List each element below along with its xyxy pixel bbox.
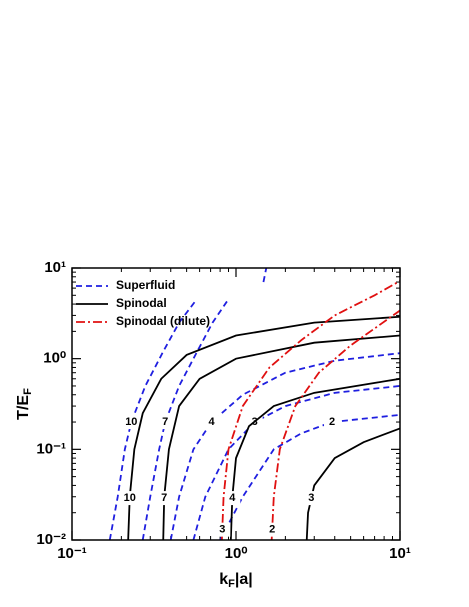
curve-label: 4 xyxy=(209,416,216,428)
curve-label-bg xyxy=(123,415,140,430)
curve xyxy=(141,299,229,540)
y-axis-label-part: F xyxy=(22,388,34,395)
legend-label: Superfluid xyxy=(116,278,175,292)
curve-label-bg xyxy=(121,491,138,506)
curve-label-bg xyxy=(203,415,220,430)
curve xyxy=(305,427,400,540)
x-tick-label: 10⁰ xyxy=(225,545,248,562)
legend-label: Spinodal xyxy=(116,296,167,310)
curve-label: 3 xyxy=(219,524,225,536)
curve-label: 2 xyxy=(329,416,335,428)
curve xyxy=(262,268,268,283)
y-axis-label: T/EF xyxy=(15,388,34,420)
curve-label: 2 xyxy=(269,524,275,536)
curve xyxy=(108,299,197,540)
y-tick-label: 10⁻¹ xyxy=(36,440,66,457)
x-axis-label-part: |a| xyxy=(235,571,253,588)
curve-label-bg xyxy=(224,491,241,506)
curve-label-bg xyxy=(156,491,173,506)
curve-label: 10 xyxy=(124,492,136,504)
curve xyxy=(162,334,400,540)
y-axis-label-part: T/E xyxy=(15,395,32,420)
curve xyxy=(220,280,400,540)
y-tick-label: 10⁻² xyxy=(36,531,66,548)
curve-label-bg xyxy=(157,415,174,430)
curve xyxy=(169,352,400,540)
x-axis-label-part: F xyxy=(228,578,235,590)
legend-label: Spinodal (dilute) xyxy=(116,314,210,328)
curve-label-bg xyxy=(303,491,320,506)
x-tick-label: 10¹ xyxy=(389,545,411,562)
curve xyxy=(127,315,400,540)
x-axis-label-part: k xyxy=(219,571,228,588)
curve xyxy=(270,309,400,540)
curve-label: 3 xyxy=(308,492,314,504)
x-tick-label: 10⁻¹ xyxy=(57,545,87,562)
curve-label-bg xyxy=(214,522,231,537)
curve-label: 7 xyxy=(161,492,167,504)
x-axis-label: kF|a| xyxy=(219,571,253,590)
curve-label: 4 xyxy=(229,492,236,504)
plot-frame xyxy=(71,267,401,541)
y-tick-label: 10¹ xyxy=(44,259,66,276)
curve-label: 7 xyxy=(162,416,168,428)
curve-label: 10 xyxy=(125,416,137,428)
curve-label-bg xyxy=(324,415,341,430)
y-tick-label: 10⁰ xyxy=(43,350,66,367)
curve-label-bg xyxy=(264,522,281,537)
